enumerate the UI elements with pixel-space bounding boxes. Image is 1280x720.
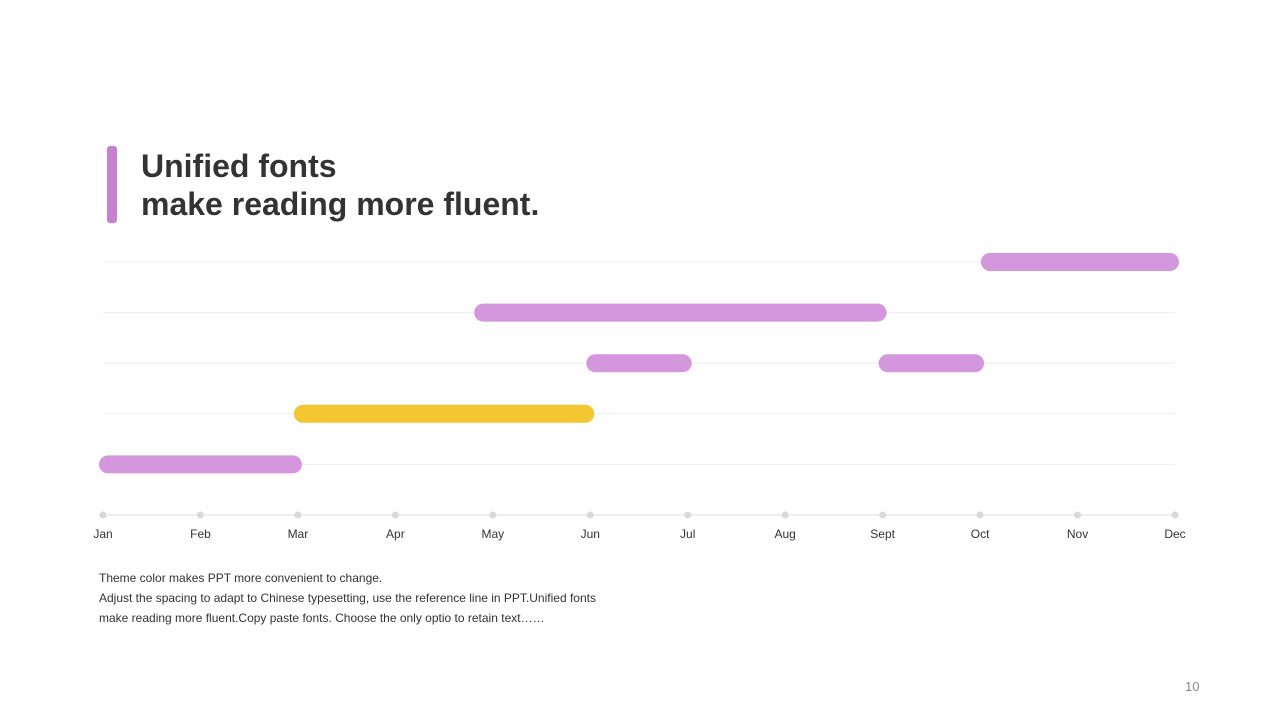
x-axis-tick-dot xyxy=(879,511,887,519)
page-number: 10 xyxy=(1185,679,1200,694)
x-axis-tick-label: Jun xyxy=(581,527,600,541)
gantt-bar xyxy=(99,455,302,474)
x-axis-tick-label: Dec xyxy=(1164,527,1185,541)
gantt-bar xyxy=(293,404,595,423)
x-axis-tick-dot xyxy=(489,511,497,519)
x-axis-tick-label: Nov xyxy=(1067,527,1088,541)
gantt-bar xyxy=(586,354,692,373)
description-text: Theme color makes PPT more convenient to… xyxy=(99,568,596,628)
x-axis-tick-label: Feb xyxy=(190,527,211,541)
x-axis-tick-dot xyxy=(586,511,594,519)
description-line-2: Adjust the spacing to adapt to Chinese t… xyxy=(99,591,596,605)
x-axis-tick-dot xyxy=(99,511,107,519)
description-line-3: make reading more fluent.Copy paste font… xyxy=(99,611,545,625)
gantt-chart: Jan Feb Mar Apr May Jun Jul Aug Sept Oct Nov Dec xyxy=(93,253,1186,541)
x-axis-tick-label: Apr xyxy=(386,527,405,541)
x-axis-tick-dot xyxy=(976,511,984,519)
x-axis-tick-label: Oct xyxy=(971,527,990,541)
title-line-1: Unified fonts xyxy=(141,148,337,184)
gantt-bar xyxy=(878,354,985,373)
x-axis-tick-dot xyxy=(781,511,789,519)
slide-title: Unified fonts make reading more fluent. xyxy=(141,147,539,223)
x-axis-tick-label: May xyxy=(481,527,504,541)
x-axis-tick-label: Mar xyxy=(288,527,309,541)
x-axis-tick-dot xyxy=(684,511,692,519)
x-axis-tick-dot xyxy=(391,511,399,519)
x-axis-tick-label: Sept xyxy=(870,527,895,541)
gantt-bar xyxy=(980,253,1179,271)
description-line-1: Theme color makes PPT more convenient to… xyxy=(99,571,383,585)
x-axis-tick-dot xyxy=(1171,511,1179,519)
title-line-2: make reading more fluent. xyxy=(141,186,540,222)
x-axis-tick-label: Jan xyxy=(93,527,112,541)
title-accent-bar xyxy=(107,146,117,223)
x-axis-tick-dot xyxy=(196,511,204,519)
x-axis-tick-dot xyxy=(1074,511,1082,519)
x-axis-tick-label: Jul xyxy=(680,527,695,541)
x-axis-tick-label: Aug xyxy=(775,527,796,541)
gantt-bar xyxy=(474,303,887,322)
x-axis-tick-dot xyxy=(294,511,302,519)
